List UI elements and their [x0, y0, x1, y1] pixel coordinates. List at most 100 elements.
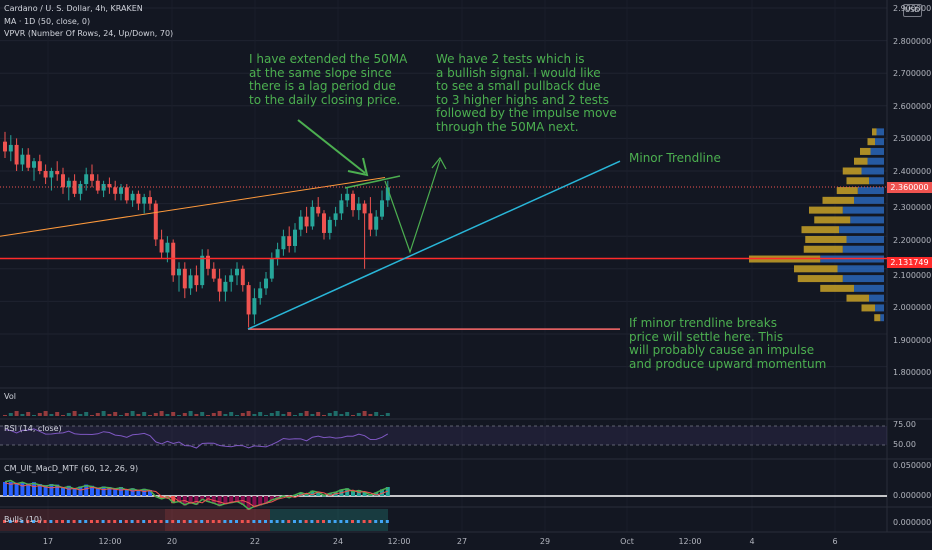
volume-bar: [130, 411, 135, 416]
volume-bar: [240, 413, 245, 416]
bulls-dot: [159, 520, 163, 523]
candle-body: [159, 239, 164, 253]
vp-bar-down: [867, 138, 875, 146]
bulls-dot: [188, 520, 192, 523]
candle-body: [298, 216, 303, 230]
bulls-dot: [43, 520, 47, 523]
candle-body: [8, 144, 13, 152]
candle-body: [66, 180, 71, 188]
macd-bar: [258, 496, 263, 506]
macd-pane-label[interactable]: CM_Ult_MacD_MTF (60, 12, 26, 9): [4, 464, 139, 473]
volume-bar: [61, 415, 65, 416]
volume-bar: [310, 414, 315, 416]
volume-bar: [223, 414, 228, 416]
volume-bar: [275, 411, 280, 416]
bulls-dot: [374, 520, 378, 523]
price-label: 1.800000: [893, 368, 932, 377]
volume-bar: [351, 415, 355, 416]
symbol-legend[interactable]: Cardano / U. S. Dollar, 4h, KRAKEN: [4, 4, 143, 13]
bulls-dot: [165, 520, 169, 523]
volume-bar: [356, 413, 361, 416]
volume-bar: [264, 415, 268, 416]
macd-bar: [148, 490, 152, 496]
bulls-dot: [229, 520, 233, 523]
volume-bar: [101, 411, 106, 416]
candles[interactable]: [3, 131, 390, 328]
bulls-dot: [194, 520, 198, 523]
macd-bar: [252, 496, 257, 508]
bulls-dot: [148, 520, 151, 523]
volume-bar: [8, 413, 13, 416]
pointer-arrow: [297, 119, 366, 174]
candle-body: [211, 268, 216, 279]
candle-body: [380, 200, 384, 217]
bulls-dot: [101, 520, 105, 523]
candle-body: [130, 193, 135, 201]
annotation-tests[interactable]: We have 2 tests which is a bullish signa…: [436, 52, 617, 134]
price-label: 2.200000: [893, 236, 932, 245]
macd-bar: [211, 496, 216, 504]
currency-badge[interactable]: USD: [903, 4, 922, 17]
macd-bar: [275, 496, 280, 499]
candle-body: [206, 255, 210, 269]
vp-bar-up: [875, 304, 884, 312]
bulls-dot: [66, 520, 70, 523]
volume-bar: [113, 412, 118, 416]
indicator-panes: [0, 411, 887, 531]
vpvr-legend[interactable]: VPVR (Number Of Rows, 24, Up/Down, 70): [4, 29, 174, 38]
volume-bar: [345, 412, 350, 416]
time-label: 20: [166, 537, 178, 546]
annotation-ma[interactable]: I have extended the 50MA at the same slo…: [249, 52, 408, 107]
candle-body: [72, 180, 77, 194]
bulls-dot: [264, 520, 267, 523]
candle-body: [339, 200, 344, 214]
macd-bar: [90, 485, 94, 496]
macd-bar: [264, 496, 268, 504]
bulls-dot: [269, 520, 273, 523]
bulls-dot: [142, 520, 146, 523]
vp-bar-up: [850, 216, 884, 224]
candle-body: [153, 203, 158, 240]
volume-bar: [148, 415, 152, 416]
bulls-dot: [298, 520, 302, 523]
annotation-break[interactable]: If minor trendline breaks price will set…: [629, 316, 827, 371]
vp-bar-down: [822, 196, 854, 204]
rsi-level-label: 75.00: [893, 420, 916, 429]
candle-body: [136, 193, 141, 204]
annotation-trendline[interactable]: Minor Trendline: [629, 151, 721, 165]
candle-body: [258, 288, 263, 299]
volume-bar: [171, 412, 176, 416]
macd-bar: [142, 488, 147, 496]
macd-bar: [78, 486, 83, 496]
macd-bar: [351, 491, 355, 496]
macd-bar: [32, 482, 36, 496]
projection-path: [384, 159, 441, 254]
volume-bar: [119, 415, 123, 416]
volume-bar: [362, 411, 367, 416]
candle-body: [61, 174, 65, 188]
time-label: 12:00: [678, 537, 702, 546]
price-label: 2.300000: [893, 203, 932, 212]
bulls-pane-label[interactable]: Bulls (10): [4, 515, 43, 524]
macd-bar: [223, 496, 228, 505]
ma-legend[interactable]: MA · 1D (50, close, 0): [4, 17, 91, 26]
bulls-dot: [90, 520, 93, 523]
rsi-pane-label[interactable]: RSI (14, close): [4, 424, 62, 433]
candle-body: [264, 278, 268, 289]
candle-body: [142, 197, 147, 204]
volume-pane-label[interactable]: Vol: [4, 392, 16, 401]
volume-bar: [43, 411, 48, 416]
volume-bar: [107, 414, 112, 416]
candle-body: [293, 229, 297, 246]
bulls-dot: [345, 520, 349, 523]
volume-bar: [20, 414, 25, 416]
candle-body: [95, 180, 100, 191]
macd-bar: [171, 496, 176, 504]
candle-body: [356, 203, 361, 211]
volume-bar: [159, 411, 164, 416]
drawings[interactable]: [0, 119, 887, 330]
macd-bar: [380, 489, 384, 496]
macd-bar: [61, 487, 65, 496]
volume-bar: [206, 415, 210, 416]
